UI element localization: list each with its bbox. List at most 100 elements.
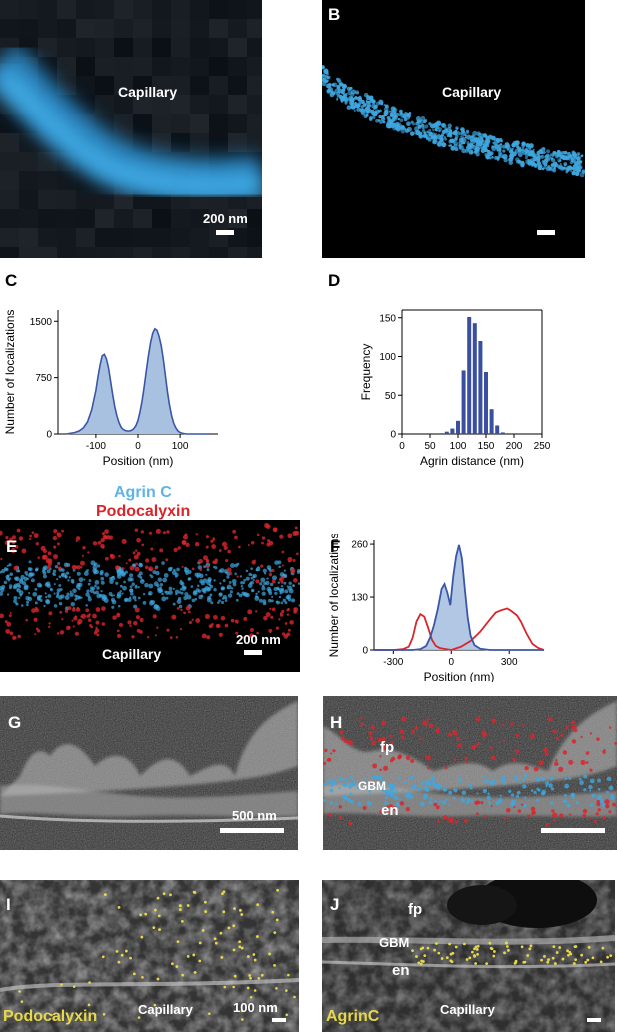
podocalyxin-dot <box>278 577 284 582</box>
scale-bar-b <box>537 230 555 235</box>
podocalyxin-dot <box>514 749 519 754</box>
gold-particle <box>192 953 196 957</box>
agrin-dot <box>243 578 247 582</box>
agrin-dot <box>589 778 595 784</box>
podocalyxin-dot <box>554 761 559 767</box>
localization-dot <box>373 107 376 110</box>
podocalyxin-dot <box>476 812 479 816</box>
agrin-dot <box>69 590 72 593</box>
podocalyxin-dot <box>414 726 419 730</box>
localization-dot <box>390 106 396 112</box>
localization-dot <box>360 105 364 109</box>
gold-particle <box>547 958 550 961</box>
podocalyxin-dot <box>501 723 505 727</box>
agrin-dot <box>96 586 100 590</box>
agrin-dot <box>297 568 300 573</box>
gold-particle <box>139 913 143 917</box>
agrin-dot <box>58 575 62 579</box>
localization-dot <box>441 142 447 148</box>
localization-dot <box>377 119 381 122</box>
pixel-block <box>152 95 171 114</box>
localization-dot <box>471 151 474 154</box>
agrin-dot <box>69 592 74 597</box>
localization-dot <box>502 144 507 149</box>
localization-dot <box>476 131 481 136</box>
agrin-dot <box>535 798 539 802</box>
agrin-dot <box>92 565 98 570</box>
podocalyxin-dot <box>381 745 387 751</box>
agrin-dot <box>486 795 491 800</box>
podocalyxin-dot <box>225 558 229 563</box>
podocalyxin-dot <box>369 736 374 741</box>
podocalyxin-dot <box>81 613 87 619</box>
agrin-dot <box>42 574 47 579</box>
podocalyxin-dot <box>328 813 332 817</box>
gold-particle <box>451 951 455 955</box>
localization-dot <box>506 146 509 149</box>
pixel-block <box>247 247 262 258</box>
agrin-dot <box>30 572 35 577</box>
agrin-dot <box>203 587 207 592</box>
pixel-block <box>247 114 262 133</box>
gold-particle <box>175 965 179 968</box>
gold-particle <box>222 910 226 914</box>
agrin-dot <box>284 575 288 578</box>
agrin-dot <box>101 596 107 602</box>
localization-dot <box>381 116 386 122</box>
podocalyxin-dot <box>117 633 122 638</box>
agrin-dot <box>286 585 289 588</box>
gold-particle <box>255 935 259 938</box>
podocalyxin-dot <box>201 633 207 639</box>
agrin-dot <box>112 594 115 597</box>
agrin-dot <box>29 567 33 572</box>
agrin-dot <box>218 569 222 573</box>
podocalyxin-dot <box>426 718 430 721</box>
agrin-dot <box>220 600 225 605</box>
localization-dot <box>561 150 565 155</box>
agrin-dot <box>262 568 267 573</box>
localization-dot <box>465 130 470 135</box>
agrin-dot <box>596 796 601 801</box>
gold-particle <box>475 947 479 951</box>
localization-dot <box>392 122 396 127</box>
scale-label-a: 200 nm <box>203 211 248 226</box>
agrin-dot <box>249 582 253 585</box>
gold-particle <box>176 940 180 944</box>
gold-particle <box>474 945 478 949</box>
agrin-dot <box>203 565 207 569</box>
gold-particle <box>156 896 160 900</box>
podocalyxin-dot <box>47 565 51 569</box>
podocalyxin-dot <box>427 766 430 770</box>
podocalyxin-dot <box>206 565 210 569</box>
agrin-dot <box>45 595 48 599</box>
podocalyxin-dot <box>135 562 139 566</box>
localization-dot <box>367 101 371 104</box>
agrin-dot <box>32 591 38 597</box>
agrin-dot <box>71 580 75 584</box>
podocalyxin-dot <box>134 566 140 572</box>
agrin-dot <box>34 587 38 591</box>
gold-particle <box>233 974 237 978</box>
podocalyxin-dot <box>47 558 53 564</box>
agrin-dot <box>357 801 362 806</box>
agrin-dot <box>606 790 610 794</box>
frequency-bar <box>489 409 494 434</box>
localization-dot <box>470 135 474 139</box>
gold-particle <box>450 960 454 964</box>
agrin-dot <box>323 799 326 803</box>
agrin-dot <box>545 781 550 786</box>
pixel-block <box>76 190 95 209</box>
microscopy-image-b: Capillary <box>322 0 585 258</box>
gold-particle <box>232 985 235 989</box>
agrin-dot <box>64 595 70 600</box>
agrin-line <box>374 544 544 651</box>
gold-particle <box>257 977 261 980</box>
podocalyxin-dot <box>293 610 297 614</box>
localization-dot <box>473 136 478 141</box>
pixel-block <box>190 95 209 114</box>
gold-particle <box>609 954 613 958</box>
pixel-block <box>152 38 171 57</box>
gold-particle <box>181 973 185 977</box>
pixel-block <box>133 57 152 76</box>
frequency-bar <box>450 428 455 434</box>
